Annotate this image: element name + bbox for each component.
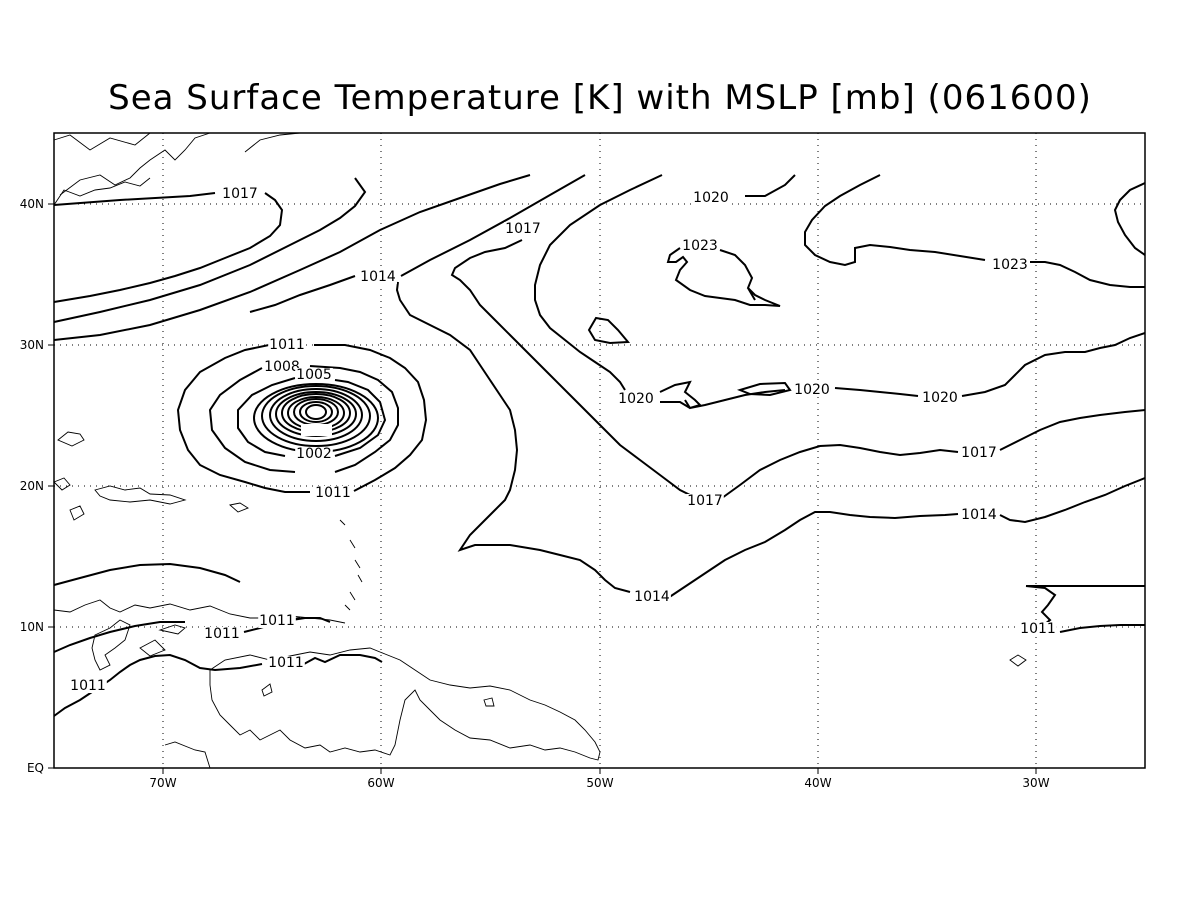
x-tick-label: 30W: [1022, 776, 1049, 790]
x-tick-label: 70W: [149, 776, 176, 790]
contour-label-bg: [203, 627, 241, 641]
contour-label: 1011: [269, 337, 305, 353]
contour-label-bg: [295, 447, 333, 461]
contour-label: 1017: [961, 445, 997, 461]
y-tick-label: 10N: [20, 620, 44, 634]
contour-label: 1017: [222, 186, 258, 202]
mslp-contours: [53, 174, 1146, 717]
contour-label: 1023: [992, 257, 1028, 273]
contour-label-bg: [1019, 622, 1057, 636]
contour-label-bg: [692, 191, 730, 205]
contour-label: 1014: [634, 589, 670, 605]
contour-labels: 1017 1017 1020 1023 1023 1014 1011 1008 …: [69, 186, 1057, 694]
contour-label-bg: [921, 391, 959, 405]
contour-label-bg: [258, 614, 296, 628]
coastlines: [53, 132, 1027, 769]
contour-label: 1011: [268, 655, 304, 671]
contour-label-bg: [793, 383, 831, 397]
contour-label: 1005: [296, 367, 332, 383]
contour-label-bg: [960, 446, 998, 460]
contour-label: 1011: [259, 613, 295, 629]
contour-label: 1014: [961, 507, 997, 523]
contour-label: 1011: [204, 626, 240, 642]
contour-label-bg: [991, 258, 1029, 272]
contour-label-bg: [359, 270, 397, 284]
contour-label: 1020: [693, 190, 729, 206]
y-axis-labels: EQ 10N 20N 30N 40N: [20, 197, 44, 775]
x-tick-label: 60W: [367, 776, 394, 790]
contour-label-bg: [504, 222, 542, 236]
map-title: Sea Surface Temperature [K] with MSLP [m…: [108, 78, 1092, 118]
contour-label-bg: [633, 590, 671, 604]
contour-label-bg: [617, 392, 655, 406]
x-tick-label: 50W: [586, 776, 613, 790]
contour-label: 1011: [315, 485, 351, 501]
contour-label-bg: [960, 508, 998, 522]
contour-label-bg: [268, 338, 306, 352]
contour-label: 1014: [360, 269, 396, 285]
contour-label: 1017: [505, 221, 541, 237]
x-tick-label: 40W: [804, 776, 831, 790]
contour-label: 1020: [922, 390, 958, 406]
contour-label: 1017: [687, 493, 723, 509]
y-tick-label: 20N: [20, 479, 44, 493]
contour-label-bg: [221, 187, 259, 201]
contour-label: 1020: [794, 382, 830, 398]
contour-label: 1023: [682, 238, 718, 254]
x-axis-labels: 70W 60W 50W 40W 30W: [149, 776, 1049, 790]
contour-label-bg: [686, 494, 724, 508]
y-tick-label: 40N: [20, 197, 44, 211]
contour-label: 1020: [618, 391, 654, 407]
contour-label: 1011: [1020, 621, 1056, 637]
y-tick-label: 30N: [20, 338, 44, 352]
contour-label-bg: [263, 360, 301, 374]
y-tick-label: EQ: [27, 761, 44, 775]
contour-label-bg: [69, 679, 107, 693]
axis-ticks: [48, 203, 1037, 774]
contour-label: 1011: [70, 678, 106, 694]
contour-label-bg: [681, 239, 719, 253]
contour-label-bg: [295, 368, 333, 382]
contour-label-bg: [314, 486, 352, 500]
contour-label: 1002: [296, 446, 332, 462]
contour-label-bg: [267, 656, 305, 670]
contour-label: 1008: [264, 359, 300, 375]
